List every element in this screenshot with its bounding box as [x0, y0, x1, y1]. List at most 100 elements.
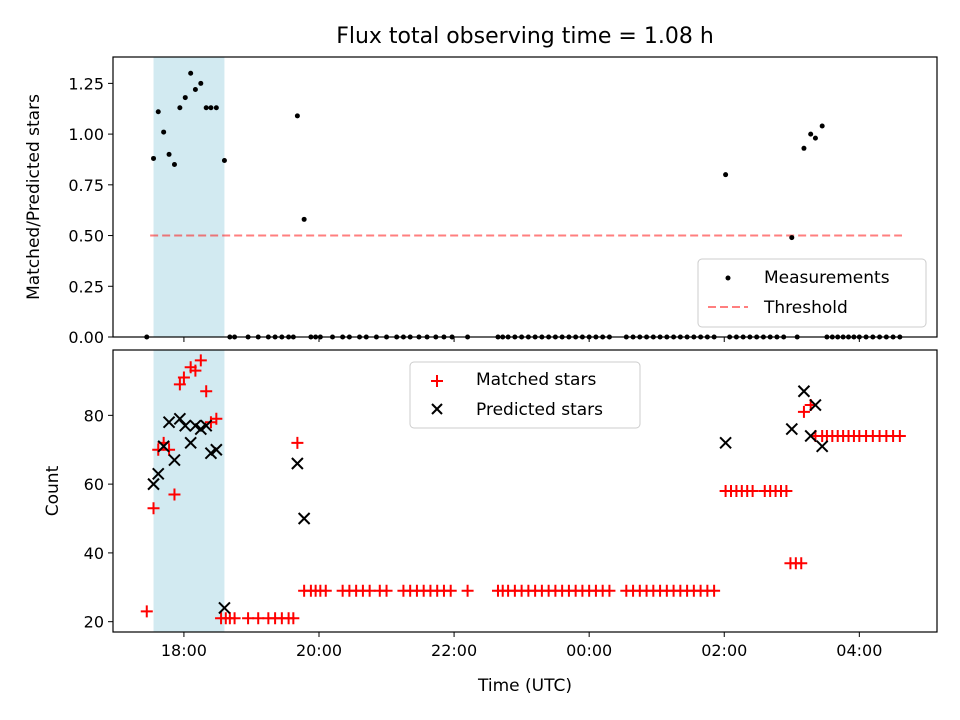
matched-star-point [152, 443, 165, 456]
top-plot-layer [144, 70, 903, 340]
measurement-point [808, 131, 814, 137]
matched-star-point [287, 612, 300, 625]
legend-measurements-marker [725, 275, 731, 281]
matched-star-point [252, 612, 265, 625]
bottom-x-tick-label: 22:00 [431, 641, 477, 660]
matched-star-point [893, 429, 906, 442]
measurement-point [801, 145, 807, 151]
matched-star-point [603, 584, 616, 597]
legend-predicted-marker [431, 403, 443, 415]
bottom-panel: 20 40 60 80 18:00 20:00 22:00 00:00 02:00 04:00 C… [43, 349, 938, 696]
measurement-point [723, 172, 729, 178]
top-legend: Measurements Threshold [697, 258, 927, 328]
bottom-x-tick-label: 18:00 [161, 641, 207, 660]
matched-star-point [444, 584, 457, 597]
matched-star-point [795, 557, 808, 570]
legend-threshold-label: Threshold [763, 298, 848, 318]
bottom-y-tick-label: 80 [84, 406, 104, 425]
legend-matched-marker [431, 375, 443, 387]
measurement-point [789, 235, 795, 241]
bottom-axes-frame [112, 349, 938, 633]
measurement-point [812, 135, 818, 141]
matched-star-point [746, 485, 759, 497]
bottom-x-tick-label: 02:00 [701, 641, 747, 660]
top-y-tick-label: 0.50 [68, 227, 104, 246]
predicted-star-point [719, 436, 732, 450]
matched-star-point [173, 378, 186, 391]
bottom-y-tick-label: 20 [84, 613, 104, 632]
predicted-star-point [809, 398, 822, 412]
measurement-point [155, 109, 161, 115]
top-y-axis-label: Matched/Predicted stars [24, 94, 44, 300]
bottom-shade-layer [153, 350, 225, 632]
top-y-tick-label: 0.75 [68, 176, 104, 195]
top-y-tick-label: 1.00 [68, 125, 104, 144]
matched-star-point [194, 354, 207, 367]
top-y-tick-label: 0.00 [68, 328, 104, 347]
measurement-point [182, 95, 188, 101]
top-panel: 0.00 0.25 0.50 0.75 1.00 1.25 Matched/Predict… [24, 56, 938, 347]
top-y-tick-label: 1.25 [68, 74, 104, 93]
measurement-point [819, 123, 825, 129]
measurement-point [188, 70, 194, 76]
predicted-star-point [147, 477, 160, 491]
bottom-ticks-layer: 20 40 60 80 18:00 20:00 22:00 00:00 02:00 04:00 [84, 406, 883, 660]
matched-star-point [708, 584, 721, 597]
predicted-star-point [184, 436, 197, 450]
legend-measurements-label: Measurements [764, 268, 890, 288]
matched-star-point [363, 584, 376, 597]
bottom-legend: Matched stars Predicted stars [409, 361, 641, 429]
predicted-star-point [797, 385, 811, 398]
top-ticks-layer: 0.00 0.25 0.50 0.75 1.00 1.25 [68, 74, 860, 347]
measurement-point [192, 86, 198, 92]
measurement-point [151, 155, 157, 161]
matched-star-point [242, 612, 255, 625]
predicted-star-point [804, 429, 817, 443]
predicted-star-point [189, 419, 202, 432]
matched-star-point [147, 502, 160, 515]
matched-star-point [461, 584, 474, 597]
chart-title: Flux total observing time = 1.08 h [336, 24, 714, 49]
bottom-y-axis-label: Count [43, 465, 63, 516]
bottom-x-tick-label: 00:00 [566, 641, 612, 660]
predicted-star-point [297, 512, 311, 525]
bottom-y-tick-label: 60 [84, 475, 104, 494]
predicted-star-point [162, 416, 176, 429]
matched-star-point [200, 385, 213, 398]
predicted-star-point [194, 422, 208, 436]
measurement-point [221, 157, 227, 163]
predicted-star-point [291, 457, 304, 470]
matched-star-point [168, 488, 181, 501]
predicted-star-point [199, 419, 213, 432]
matched-star-point [780, 485, 793, 497]
matched-star-point [380, 584, 393, 597]
predicted-star-point [815, 440, 829, 453]
bottom-x-axis-label: Time (UTC) [477, 676, 572, 696]
bottom-x-tick-label: 20:00 [296, 641, 342, 660]
measurement-point [213, 105, 219, 111]
measurement-point [294, 113, 300, 119]
measurement-point [166, 151, 172, 157]
matched-star-point [797, 405, 810, 418]
matched-star-point [140, 605, 153, 618]
predicted-star-point [157, 440, 170, 453]
measurement-point [161, 129, 167, 135]
measurement-point [177, 105, 183, 111]
measurement-point [208, 105, 214, 111]
matched-star-point [163, 443, 176, 456]
predicted-star-point [173, 412, 187, 425]
predicted-star-point [218, 601, 231, 615]
bottom-legend-box [409, 361, 641, 429]
bottom-plot-layer [140, 354, 906, 625]
matched-star-point [228, 612, 241, 625]
matched-star-point [189, 364, 202, 377]
top-shade-layer [153, 57, 225, 337]
matched-star-point [210, 412, 223, 425]
top-shaded-interval [153, 57, 225, 337]
matched-star-point [177, 371, 190, 384]
measurement-point [301, 216, 307, 222]
predicted-star-point [204, 446, 218, 460]
legend-predicted-label: Predicted stars [476, 400, 603, 420]
predicted-star-point [168, 453, 181, 467]
